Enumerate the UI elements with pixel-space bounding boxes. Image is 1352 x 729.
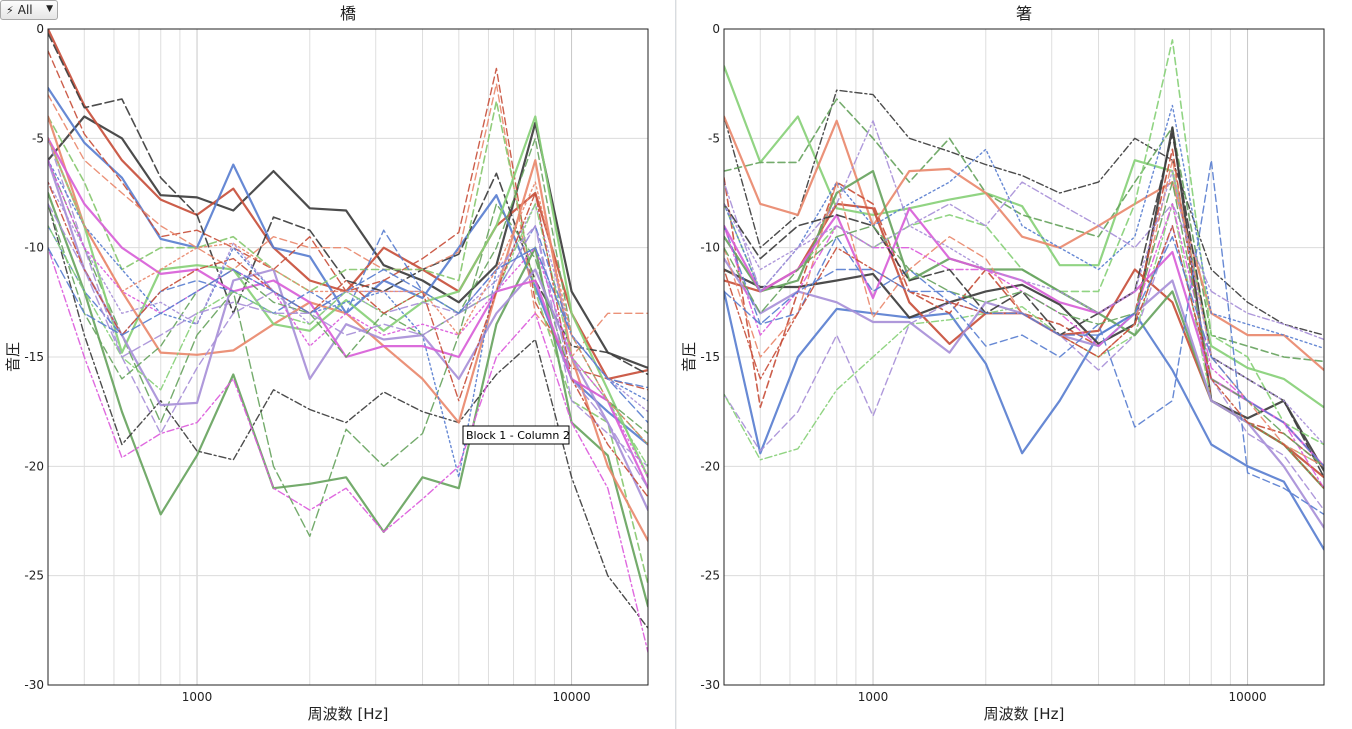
plot-frame: [47, 28, 649, 686]
series-line-19: [48, 137, 648, 435]
filter-dropdown[interactable]: ⚡ All ▼: [0, 0, 58, 20]
y-axis-title: 音圧: [4, 342, 22, 372]
series-line-24: [724, 235, 1324, 467]
series-group: [48, 29, 648, 653]
y-tick-label: -30: [24, 678, 44, 692]
series-line-6: [724, 126, 1324, 472]
x-tick-label: 1000: [858, 690, 889, 704]
y-tick-label: -5: [708, 131, 720, 145]
series-line-26: [48, 137, 648, 446]
series-line-10: [724, 225, 1324, 511]
series-line-6: [48, 82, 648, 358]
chart-title: 橋: [340, 4, 356, 23]
y-tick-label: 0: [712, 22, 720, 36]
series-line-7: [48, 100, 648, 586]
series-line-18: [724, 133, 1324, 479]
tooltip-box: [462, 425, 570, 445]
series-line-8: [48, 191, 648, 608]
plot-frame: [723, 28, 1325, 686]
filter-dropdown-label: All: [17, 3, 33, 17]
series-line-23: [724, 170, 1324, 446]
series-line-5: [724, 115, 1324, 372]
series-line-22: [724, 225, 1324, 489]
series-line-11: [48, 246, 648, 653]
series-line-21: [724, 181, 1324, 467]
chart-title: 箸: [1016, 4, 1032, 23]
series-line-2: [724, 65, 1324, 409]
series-line-20: [724, 203, 1324, 489]
x-tick-label: 10000: [1228, 690, 1266, 704]
lightning-bolt-icon: ⚡: [6, 3, 14, 17]
tooltip-text: Block 1 - Column 2: [466, 429, 570, 442]
x-tick-label: 10000: [552, 690, 590, 704]
y-tick-label: -20: [24, 459, 44, 473]
hover-tooltip: Block 1 - Column 2: [462, 425, 570, 445]
series-line-13: [48, 115, 648, 479]
series-line-15: [724, 104, 1324, 349]
series-line-22: [48, 181, 648, 498]
y-tick-label: -20: [700, 459, 720, 473]
series-line-24: [48, 159, 648, 478]
y-tick-label: -5: [32, 131, 44, 145]
y-tick-label: 0: [36, 22, 44, 36]
series-line-10: [48, 203, 648, 629]
y-tick-label: -10: [700, 241, 720, 255]
x-axis-title: 周波数 [Hz]: [308, 705, 389, 723]
y-tick-label: -10: [24, 241, 44, 255]
y-tick-label: -15: [24, 350, 44, 364]
y-tick-label: -25: [24, 569, 44, 583]
y-tick-label: -30: [700, 678, 720, 692]
y-axis-title: 音圧: [680, 342, 698, 372]
series-line-14: [48, 159, 648, 512]
series-line-1: [724, 290, 1324, 551]
y-tick-label: -15: [700, 350, 720, 364]
x-tick-label: 1000: [182, 690, 213, 704]
x-axis-title: 周波数 [Hz]: [984, 705, 1065, 723]
chevron-down-icon: ▼: [46, 4, 53, 14]
y-tick-label: -25: [700, 569, 720, 583]
series-group: [724, 39, 1324, 551]
series-line-4: [724, 98, 1324, 363]
series-line-16: [724, 159, 1324, 516]
